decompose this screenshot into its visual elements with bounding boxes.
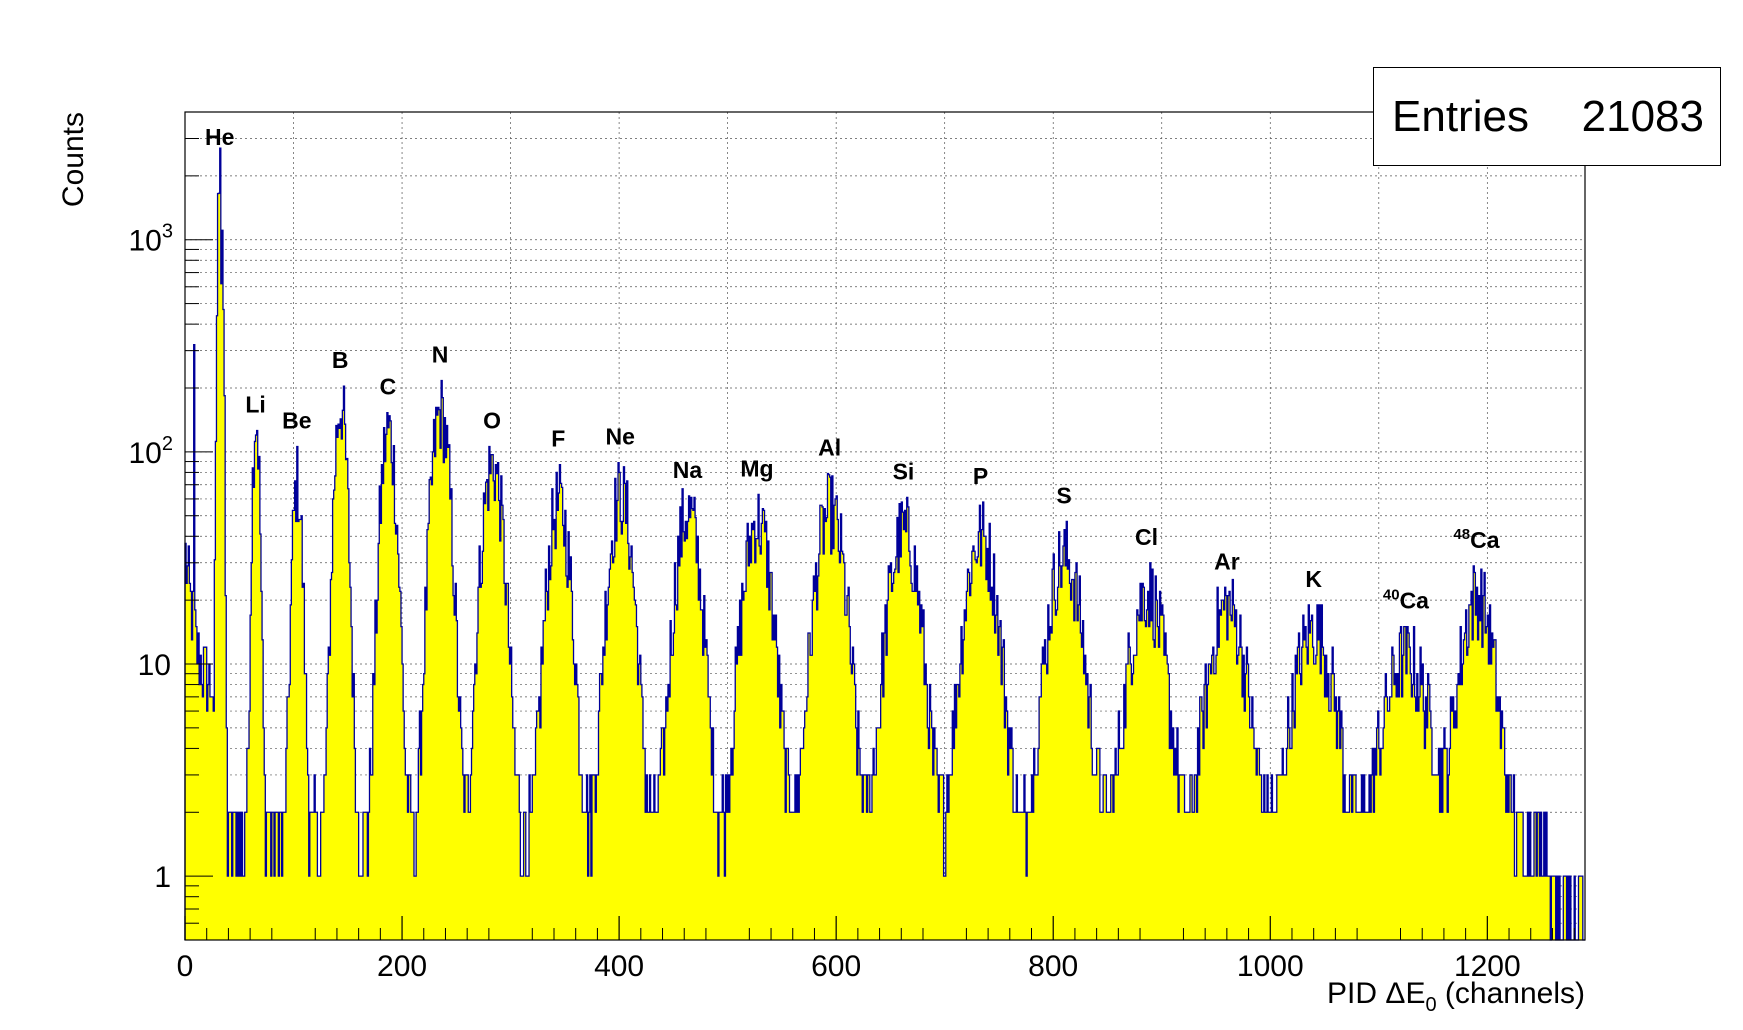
x-axis-title-symbol: ΔE <box>1385 977 1425 1010</box>
peak-label: Cl <box>1135 524 1158 550</box>
y-tick-label: 102 <box>129 433 174 470</box>
axis-ticks: 0 200 400 600 800 1000 1200 1 10 102 103 <box>129 138 1575 983</box>
peak-label: C <box>380 374 397 400</box>
peak-label: Li <box>245 392 265 418</box>
x-tick-label: 1000 <box>1237 950 1304 983</box>
peak-label: K <box>1305 566 1322 592</box>
peak-label: 48Ca <box>1453 526 1499 553</box>
x-tick-label: 1200 <box>1454 950 1521 983</box>
peak-label: Ne <box>605 424 634 450</box>
peak-label: Mg <box>740 455 773 481</box>
peak-label: F <box>551 426 565 452</box>
x-axis-title-rest: (channels) <box>1437 977 1585 1010</box>
peak-label: Si <box>893 458 915 484</box>
peak-label: S <box>1056 482 1071 508</box>
stats-entries-label: Entries <box>1392 91 1529 141</box>
x-axis-title-sub: 0 <box>1425 994 1436 1016</box>
x-axis-title-main: PID <box>1327 977 1385 1010</box>
y-axis-title: Counts <box>57 112 90 207</box>
y-tick-label: 103 <box>129 221 174 258</box>
peak-labels: He Li Be B C N O F Ne Na Mg Al Si P S Cl Ar K 40Ca 48Ca <box>205 124 1500 614</box>
x-axis-title: PID ΔE0 (channels) <box>1327 977 1585 1016</box>
y-tick-label: 10 <box>138 649 171 682</box>
histogram-fill <box>185 148 1585 940</box>
histogram-bars <box>184 147 1585 941</box>
peak-label: P <box>973 463 988 489</box>
peak-label: 40Ca <box>1383 587 1429 614</box>
peak-label: Na <box>673 457 703 483</box>
x-tick-label: 400 <box>594 950 644 983</box>
x-tick-label: 600 <box>811 950 861 983</box>
y-tick-label: 1 <box>154 861 171 894</box>
histogram-outline <box>184 147 1585 941</box>
stats-entries-value: 21083 <box>1581 91 1704 141</box>
peak-label: He <box>205 124 234 150</box>
peak-label: Al <box>818 435 841 461</box>
peak-label: Ar <box>1214 548 1240 574</box>
stats-box: Entries 21083 <box>1373 67 1721 166</box>
peak-label: B <box>332 347 349 373</box>
peak-label: O <box>483 407 501 433</box>
plot-frame <box>184 111 1586 941</box>
peak-label: Be <box>282 407 311 433</box>
x-tick-label: 200 <box>377 950 427 983</box>
x-tick-label: 0 <box>177 950 194 983</box>
peak-label: N <box>432 341 449 367</box>
x-tick-label: 800 <box>1028 950 1078 983</box>
